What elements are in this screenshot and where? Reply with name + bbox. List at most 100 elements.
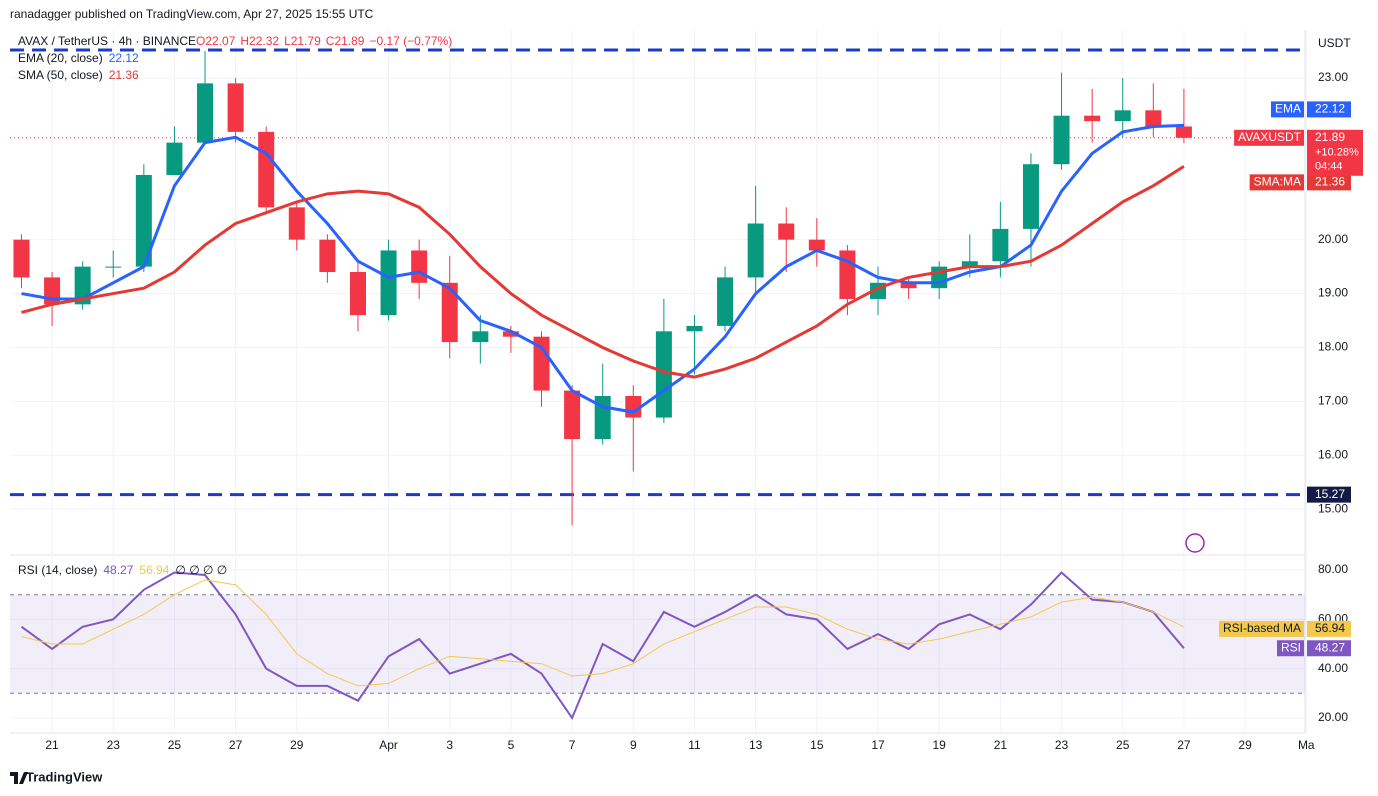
price-label: 21.89 bbox=[1315, 130, 1345, 144]
x-tick-label: 29 bbox=[290, 738, 304, 752]
x-tick-label: 21 bbox=[45, 738, 59, 752]
candle-body bbox=[1084, 115, 1101, 122]
x-tick-label: 19 bbox=[933, 738, 947, 752]
x-tick-label: 9 bbox=[630, 738, 637, 752]
y-tick-label: 20.00 bbox=[1318, 710, 1348, 724]
candle-body bbox=[472, 331, 489, 343]
candle-body bbox=[135, 174, 152, 267]
candle-body bbox=[288, 207, 305, 240]
candle-body bbox=[319, 239, 336, 273]
x-tick-label: 5 bbox=[508, 738, 515, 752]
y-tick-label: 17.00 bbox=[1318, 394, 1348, 408]
labels: USDT 21 23 25 27 29 Apr 3 5 7 9 11 13 15 17 19 21 23 25 27 2… bbox=[18, 34, 1363, 752]
candle-body bbox=[961, 261, 978, 267]
candle-body bbox=[1145, 110, 1162, 127]
x-tick-label: 25 bbox=[1116, 738, 1130, 752]
price-label: 15.27 bbox=[1315, 487, 1345, 501]
axis-name-box bbox=[1234, 129, 1304, 146]
indicator-line bbox=[21, 165, 1185, 379]
axis-value: 48.27 bbox=[1315, 640, 1345, 654]
axis-name: AVAXUSDT bbox=[1238, 130, 1302, 144]
legend-name: EMA (20, close) bbox=[18, 51, 103, 65]
indicator-line bbox=[21, 579, 1185, 687]
candle-body bbox=[1114, 110, 1131, 122]
legend-value: 21.36 bbox=[109, 68, 139, 82]
legend-extra: ∅ ∅ ∅ ∅ bbox=[175, 563, 227, 577]
x-tick-label: 11 bbox=[688, 738, 701, 752]
y-tick-label: 23.00 bbox=[1318, 70, 1348, 84]
x-tick-label: 29 bbox=[1238, 738, 1252, 752]
axis-value: 56.94 bbox=[1315, 621, 1345, 635]
axis-name-box bbox=[1276, 640, 1304, 657]
candle-body bbox=[227, 83, 244, 132]
plot bbox=[10, 48, 1305, 721]
candle-body bbox=[655, 331, 672, 418]
countdown: 04:44 bbox=[1315, 161, 1343, 173]
axis-name-box bbox=[1270, 101, 1304, 118]
x-tick-label: Apr bbox=[379, 738, 398, 752]
axis-name-box bbox=[1218, 620, 1304, 637]
symbol: AVAX / TetherUS · 4h · BINANCE bbox=[18, 34, 196, 48]
candle-body bbox=[992, 228, 1009, 262]
candle-body bbox=[564, 390, 581, 440]
icon[interactable] bbox=[1185, 533, 1205, 553]
candle-body bbox=[900, 282, 917, 289]
candle-body bbox=[74, 266, 91, 305]
axis-value-box bbox=[1307, 640, 1351, 657]
rsi-band bbox=[10, 594, 1305, 694]
ohlc: H22.32 bbox=[240, 34, 279, 48]
x-tick-label: 15 bbox=[810, 738, 824, 752]
axis-value-box bbox=[1307, 174, 1351, 191]
y-tick-label: 19.00 bbox=[1318, 286, 1348, 300]
candle-body bbox=[380, 250, 397, 316]
ohlc: −0.17 (−0.77%) bbox=[369, 34, 452, 48]
indicator-line bbox=[20, 571, 1185, 721]
legend-value: 22.12 bbox=[109, 51, 139, 65]
price-box bbox=[1307, 129, 1363, 176]
candle-body bbox=[441, 282, 458, 343]
y-tick-label: 16.00 bbox=[1318, 447, 1348, 461]
x-tick-label: 21 bbox=[994, 738, 1008, 752]
axis-value-box bbox=[1307, 620, 1351, 637]
candle-body bbox=[747, 223, 764, 278]
candle-body bbox=[166, 142, 183, 175]
candle-body bbox=[686, 325, 703, 332]
y-tick-label: 40.00 bbox=[1318, 661, 1348, 675]
indicator-line bbox=[21, 123, 1184, 414]
candle-body bbox=[13, 239, 30, 278]
axis-value: 21.36 bbox=[1315, 175, 1345, 189]
x-tick-label: 23 bbox=[1055, 738, 1069, 752]
candle-body bbox=[778, 223, 795, 240]
legend-value: 48.27 bbox=[103, 563, 133, 577]
x-tick-label: Ma bbox=[1298, 738, 1315, 752]
ohlc: O22.07 bbox=[196, 34, 236, 48]
y-tick-label: 20.00 bbox=[1318, 232, 1348, 246]
axis-name: SMA:MA bbox=[1254, 175, 1301, 189]
x-tick-label: 3 bbox=[446, 738, 453, 752]
candle-body bbox=[502, 331, 519, 337]
candle-body bbox=[808, 239, 825, 251]
y-tick-label: 80.00 bbox=[1318, 562, 1348, 576]
price-change: +10.28% bbox=[1315, 147, 1359, 159]
published: ranadagger published on TradingView.com,… bbox=[10, 7, 374, 21]
legend-value: 56.94 bbox=[139, 563, 169, 577]
candle-body bbox=[411, 250, 428, 283]
y-tick-label: 18.00 bbox=[1318, 340, 1348, 354]
axis-name: RSI-based MA bbox=[1223, 621, 1301, 635]
logo bbox=[10, 772, 28, 784]
candle-body bbox=[533, 336, 550, 391]
brand: TradingView bbox=[26, 769, 103, 784]
ohlc: C21.89 bbox=[326, 34, 365, 48]
x-tick-label: 25 bbox=[168, 738, 182, 752]
candle-body bbox=[197, 83, 214, 143]
candle-body bbox=[258, 131, 275, 208]
axis-name-box bbox=[1249, 174, 1304, 191]
currency: USDT bbox=[1318, 36, 1351, 50]
candle-body bbox=[1022, 164, 1039, 229]
x-tick-label: 7 bbox=[569, 738, 576, 752]
x-tick-label: 27 bbox=[229, 738, 243, 752]
ohlc: L21.79 bbox=[284, 34, 321, 48]
candle-body bbox=[1053, 115, 1070, 165]
